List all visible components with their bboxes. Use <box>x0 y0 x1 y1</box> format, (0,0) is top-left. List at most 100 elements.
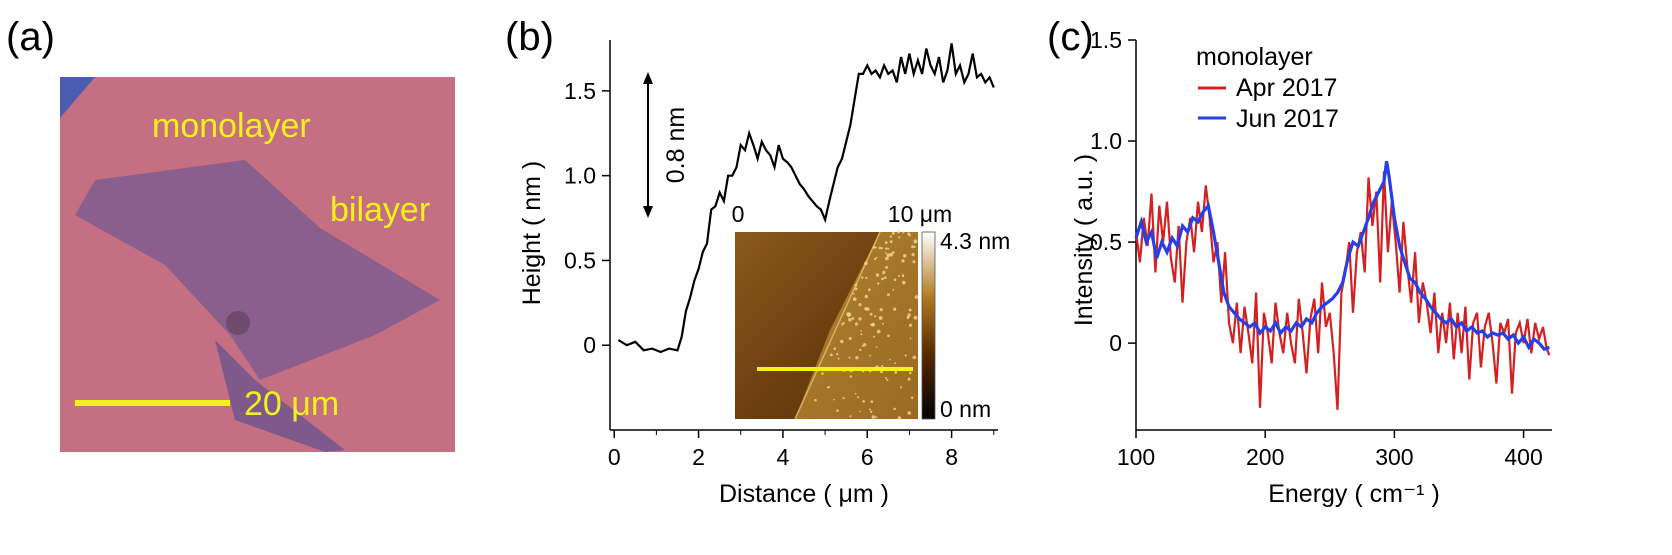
axis-b-ytick-label: 0.5 <box>564 247 596 273</box>
afm-particle <box>878 246 882 250</box>
afm-particle <box>875 273 880 277</box>
afm-particle <box>867 288 871 292</box>
afm-particle <box>912 260 916 264</box>
axis-b-xtick-label: 0 <box>608 444 621 470</box>
afm-particle <box>889 240 893 244</box>
afm-particle <box>891 231 895 235</box>
afm-particle <box>859 410 861 413</box>
afm-particle <box>878 316 883 320</box>
corner-flake <box>60 77 95 118</box>
afm-particle <box>869 354 871 357</box>
afm-particle <box>821 372 824 375</box>
afm-particle <box>914 295 919 299</box>
axis-c-xlabel: Energy ( cm⁻¹ ) <box>1268 480 1440 508</box>
afm-particle <box>857 396 860 399</box>
axis-b-ytick-label: 1.5 <box>564 78 596 104</box>
afm-particle <box>893 307 897 311</box>
afm-particle <box>852 297 857 302</box>
afm-particle <box>904 354 907 357</box>
afm-particle <box>902 280 906 285</box>
afm-particle <box>842 322 845 325</box>
legend-apr-2017: Apr 2017 <box>1236 74 1337 102</box>
afm-particle <box>827 386 830 389</box>
afm-particle <box>892 289 895 291</box>
afm-particle <box>840 339 844 344</box>
axis-c-xtick-label: 300 <box>1375 444 1413 470</box>
bubble-defect <box>226 311 250 335</box>
afm-particle <box>858 317 862 321</box>
afm-particle <box>902 254 907 258</box>
afm-particle <box>842 397 845 400</box>
afm-particle <box>860 329 862 332</box>
afm-particle <box>872 245 876 249</box>
afm-particle <box>865 276 868 280</box>
afm-particle <box>848 317 852 322</box>
afm-particle <box>869 312 873 316</box>
afm-particle <box>877 282 880 285</box>
afm-particle <box>911 245 915 249</box>
series-apr-2017-line <box>1134 171 1551 410</box>
afm-particle <box>836 409 839 412</box>
axis-c-ylabel: Intensity ( a.u. ) <box>1070 154 1098 326</box>
inset-x-start-label: 0 <box>732 201 745 227</box>
afm-particle <box>871 415 876 419</box>
afm-particle <box>887 293 890 297</box>
afm-particle <box>881 277 884 281</box>
step-arrow <box>643 72 653 218</box>
afm-particle <box>882 322 884 325</box>
afm-particle <box>879 308 883 312</box>
afm-particle <box>854 392 857 395</box>
afm-particle <box>880 370 883 374</box>
afm-particle <box>869 408 871 411</box>
afm-particle <box>892 251 895 254</box>
afm-particle <box>864 294 868 299</box>
afm-particle <box>873 335 876 338</box>
afm-particle <box>874 257 877 261</box>
optical-micrograph: monolayer bilayer 20 μm <box>60 77 455 452</box>
afm-particle <box>858 303 862 307</box>
afm-particle <box>901 259 905 263</box>
afm-particle <box>884 241 888 245</box>
afm-particle <box>860 333 863 336</box>
axis-c-ytick-label: 0 <box>1109 330 1122 356</box>
axis-b-ytick-label: 1.0 <box>564 163 596 189</box>
axis-b-xlabel: Distance ( μm ) <box>719 480 889 508</box>
afm-particles <box>814 230 919 420</box>
axis-c-ytick-label: 0.5 <box>1090 229 1122 255</box>
afm-particle <box>897 416 902 420</box>
afm-particle <box>894 362 897 364</box>
afm-particle <box>861 276 864 279</box>
afm-particle <box>907 377 911 381</box>
afm-particle <box>833 347 837 351</box>
afm-particle <box>909 371 912 375</box>
afm-particle <box>875 416 878 419</box>
afm-particle <box>861 345 864 347</box>
afm-particle <box>871 323 875 327</box>
afm-particle <box>862 400 865 403</box>
axis-c-xtick-label: 400 <box>1504 444 1542 470</box>
panel-b: (b) 0 2 4 6 8 0 0.5 1.0 1.5 Distance ( μm ) Hei… <box>505 15 1010 508</box>
axis-c-xtick-label: 100 <box>1117 444 1155 470</box>
scalebar <box>75 400 230 406</box>
afm-particle <box>893 407 896 411</box>
afm-particle <box>864 261 868 266</box>
monolayer-label: monolayer <box>152 107 311 145</box>
afm-particle <box>889 235 893 238</box>
afm-particle <box>855 356 859 360</box>
panel-a-label: (a) <box>6 15 55 59</box>
afm-particle <box>874 315 877 318</box>
axis-c-xtick-label: 200 <box>1246 444 1284 470</box>
legend: monolayer Apr 2017 Jun 2017 <box>1196 43 1339 133</box>
axis-c-ytick-label: 1.5 <box>1090 27 1122 53</box>
afm-particle <box>862 343 867 347</box>
afm-particle <box>854 287 858 291</box>
afm-particle <box>875 246 877 249</box>
afm-particle <box>866 307 870 311</box>
afm-particle <box>893 278 897 282</box>
axis-c-ytick-label: 1.0 <box>1090 128 1122 154</box>
afm-particle <box>882 272 884 275</box>
bilayer-label: bilayer <box>330 191 430 229</box>
afm-particle <box>886 378 889 381</box>
afm-particle <box>913 245 916 248</box>
